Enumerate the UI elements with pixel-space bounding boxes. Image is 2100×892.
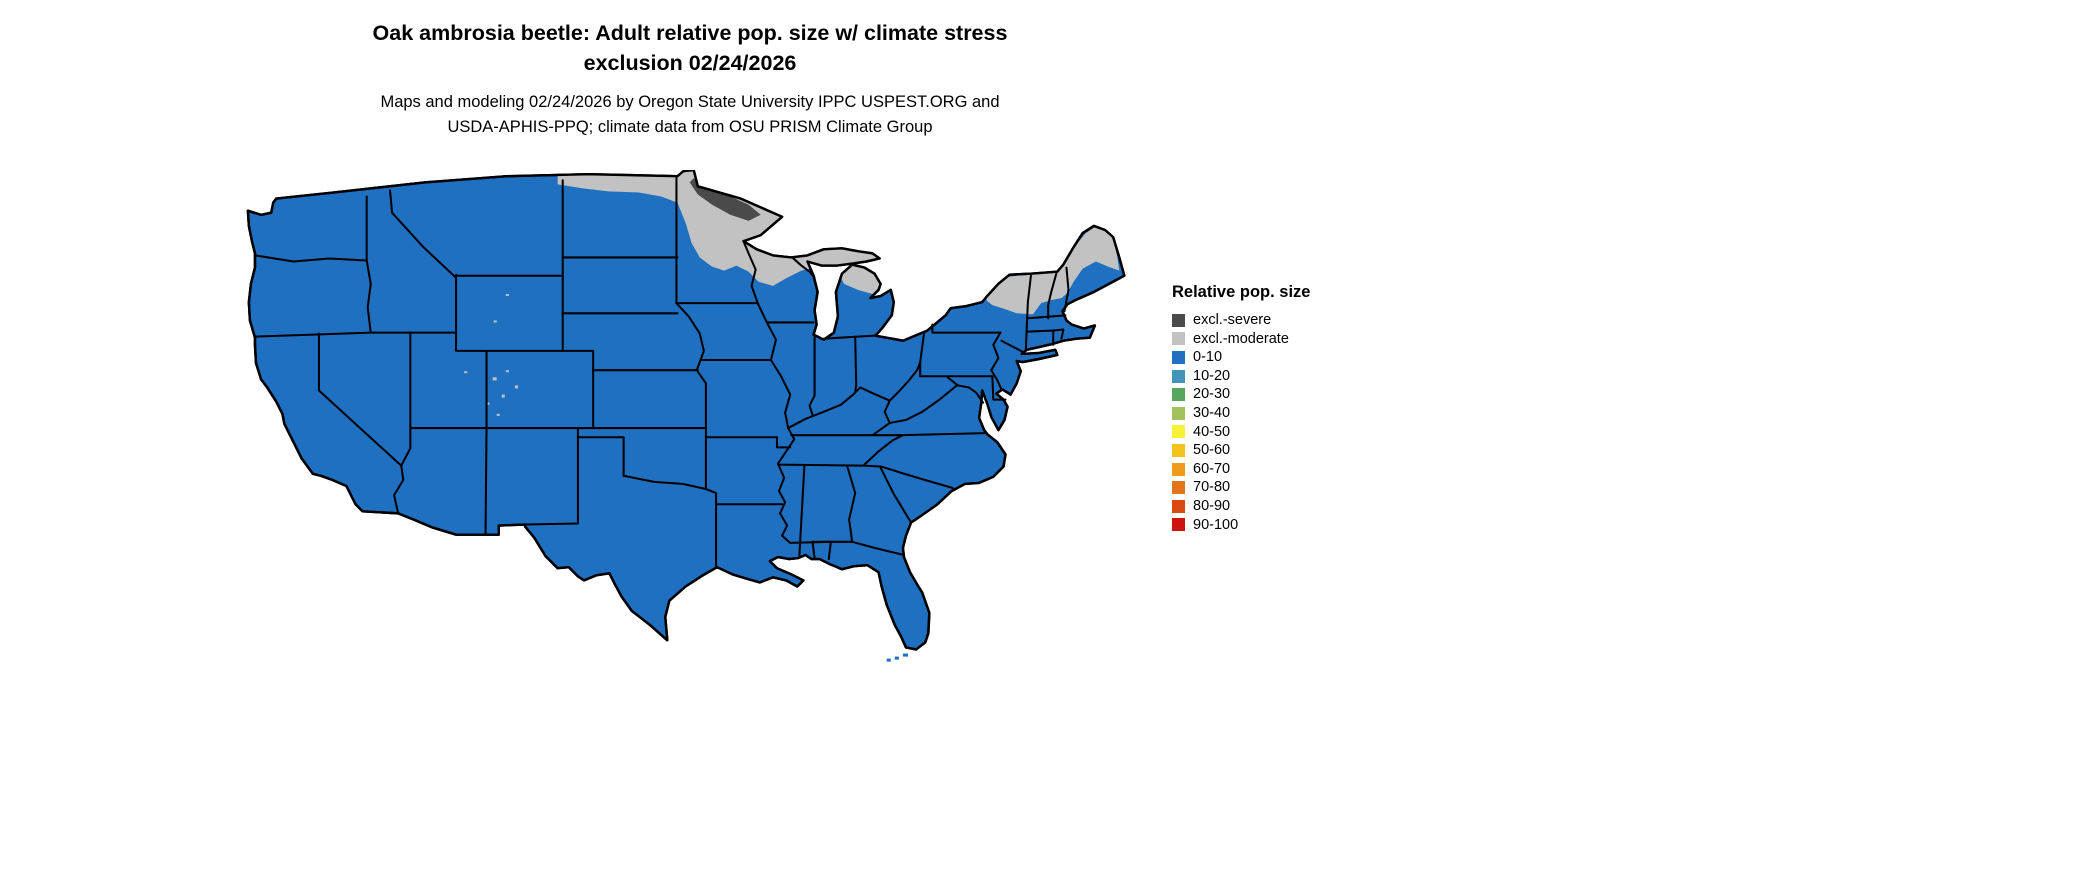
legend-item: 80-90	[1172, 497, 1392, 516]
legend-item: 40-50	[1172, 423, 1392, 442]
map-title-line2: exclusion 02/24/2026	[583, 51, 797, 75]
legend-label: 10-20	[1193, 367, 1231, 384]
legend-swatch-80-90	[1172, 499, 1185, 513]
legend-item: 70-80	[1172, 478, 1392, 497]
legend-swatch-0-10	[1172, 350, 1185, 364]
map-subtitle-line1: Maps and modeling 02/24/2026 by Oregon S…	[380, 93, 1000, 111]
legend-item: 90-100	[1172, 516, 1392, 535]
map-subtitle: Maps and modeling 02/24/2026 by Oregon S…	[0, 90, 1380, 140]
map-legend: Relative pop. size excl.-severe excl.-mo…	[1172, 283, 1392, 534]
florida-keys	[886, 653, 909, 662]
legend-item: excl.-severe	[1172, 311, 1392, 330]
legend-label: 80-90	[1193, 497, 1231, 514]
legend-swatch-10-20	[1172, 369, 1185, 383]
map-title: Oak ambrosia beetle: Adult relative pop.…	[0, 18, 1380, 78]
legend-swatch-40-50	[1172, 425, 1185, 439]
legend-label: 70-80	[1193, 479, 1231, 496]
legend-item: excl.-moderate	[1172, 330, 1392, 349]
legend-item: 60-70	[1172, 460, 1392, 479]
legend-label: 30-40	[1193, 405, 1231, 422]
legend-label: excl.-moderate	[1193, 330, 1289, 347]
legend-swatch-70-80	[1172, 481, 1185, 495]
map-title-line1: Oak ambrosia beetle: Adult relative pop.…	[372, 21, 1008, 45]
conus-landmass	[246, 170, 1126, 651]
map-subtitle-line2: USDA-APHIS-PPQ; climate data from OSU PR…	[447, 118, 933, 136]
legend-swatch-90-100	[1172, 518, 1185, 532]
exclusion-moderate-mountain-specks	[464, 294, 519, 416]
legend-label: 40-50	[1193, 423, 1231, 440]
us-map-svg	[246, 170, 1126, 662]
legend-item: 30-40	[1172, 404, 1392, 423]
legend-item: 20-30	[1172, 385, 1392, 404]
legend-swatch-60-70	[1172, 462, 1185, 476]
exclusion-moderate-northeast	[986, 226, 1120, 315]
legend-swatch-excl-moderate	[1172, 332, 1185, 346]
legend-item: 50-60	[1172, 441, 1392, 460]
us-map	[192, 170, 1167, 678]
legend-label: 20-30	[1193, 386, 1231, 403]
legend-swatch-20-30	[1172, 388, 1185, 402]
legend-label: 0-10	[1193, 349, 1223, 366]
legend-item: 0-10	[1172, 348, 1392, 367]
state-borders	[253, 175, 1070, 569]
legend-label: excl.-severe	[1193, 312, 1272, 329]
legend-label: 90-100	[1193, 516, 1239, 533]
legend-swatch-50-60	[1172, 443, 1185, 457]
legend-item: 10-20	[1172, 367, 1392, 386]
legend-swatch-30-40	[1172, 406, 1185, 420]
legend-swatch-excl-severe	[1172, 313, 1185, 327]
legend-title: Relative pop. size	[1172, 283, 1311, 301]
legend-label: 60-70	[1193, 460, 1231, 477]
legend-label: 50-60	[1193, 442, 1231, 459]
exclusion-moderate-michigan-tip	[837, 265, 881, 294]
